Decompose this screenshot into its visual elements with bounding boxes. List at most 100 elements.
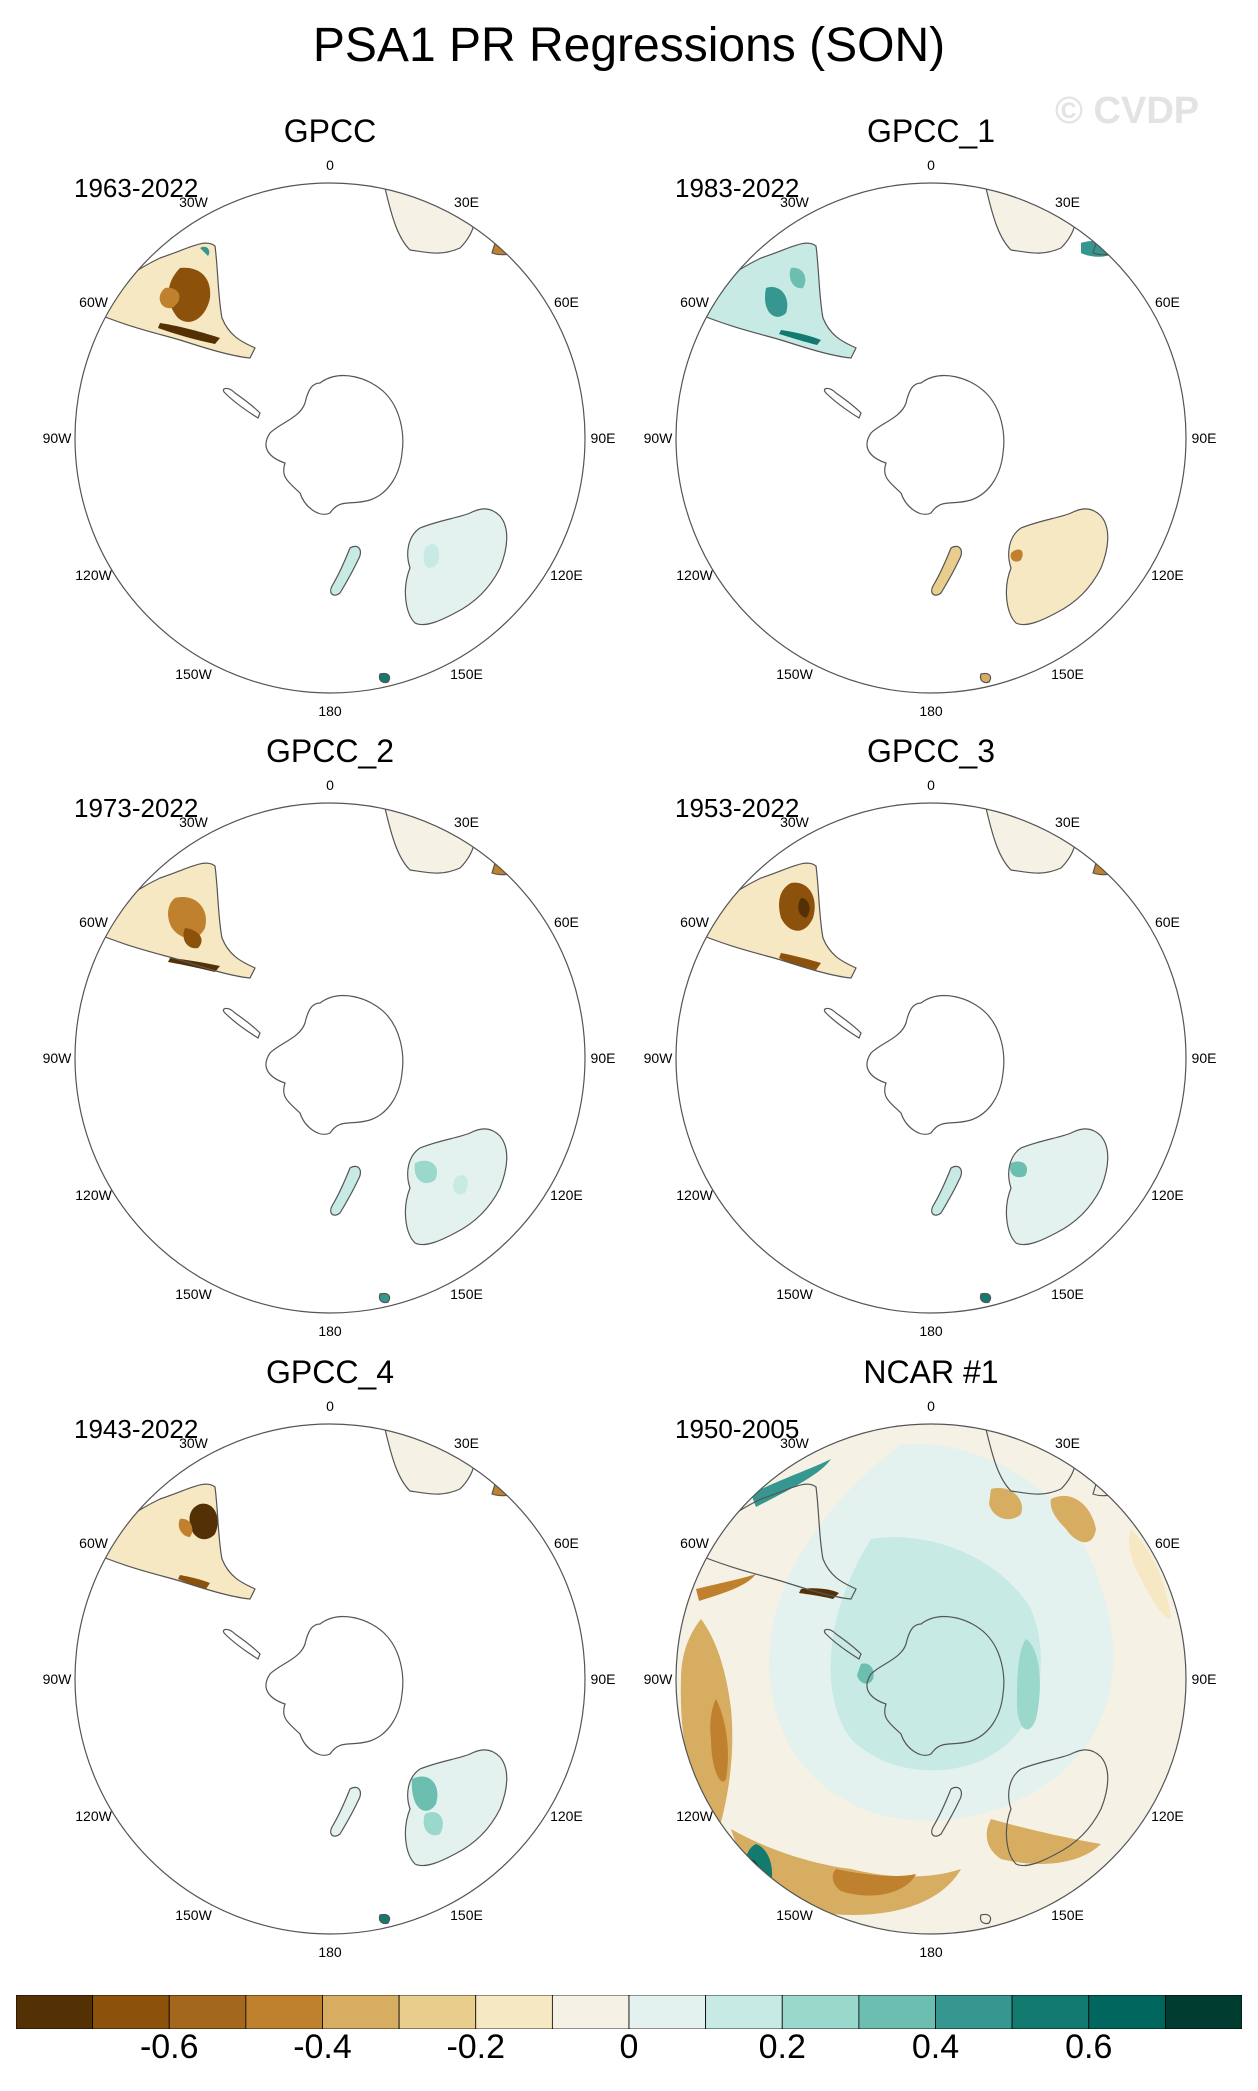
coastline-antarctica <box>265 1615 404 1756</box>
coastline-australia <box>1005 508 1109 626</box>
regression-shading <box>158 323 220 344</box>
longitude-label: 30W <box>179 193 208 210</box>
coastline-newzealand <box>931 1165 963 1216</box>
longitude-label: 60W <box>680 1534 709 1551</box>
regression-shading <box>1010 1161 1028 1178</box>
panel-period: 1983-2022 <box>675 173 800 203</box>
longitude-label: 90E <box>1191 430 1217 446</box>
coastline-australia <box>404 1128 508 1246</box>
longitude-label: 120E <box>1151 1807 1184 1824</box>
longitude-label: 180 <box>318 1323 342 1339</box>
longitude-label: 30W <box>179 813 208 830</box>
longitude-label: 150E <box>1051 666 1084 683</box>
colorbar-swatch <box>628 1995 707 2029</box>
regression-shading <box>168 897 206 939</box>
panel-period: 1943-2022 <box>74 1414 199 1444</box>
longitude-label: 180 <box>318 703 342 719</box>
regression-shading <box>423 1811 443 1836</box>
regression-shading <box>330 546 361 596</box>
coastline-tasmania <box>378 1913 391 1925</box>
colorbar-swatch <box>92 1995 170 2029</box>
panel-title: GPCC_4 <box>265 1354 395 1390</box>
regression-shading <box>492 1481 520 1496</box>
coastline-peninsula <box>823 1628 862 1660</box>
longitude-label: 60E <box>1154 1534 1180 1551</box>
regression-shading <box>492 860 520 875</box>
regression-shading <box>830 1537 1041 1771</box>
longitude-label: 90E <box>590 1671 616 1687</box>
polar-map <box>675 802 1187 1314</box>
longitude-label: 30W <box>780 1434 809 1451</box>
regression-shading <box>1006 508 1108 625</box>
regression-shading <box>423 543 440 568</box>
panel-title: GPCC_2 <box>265 733 395 769</box>
longitude-label: 0 <box>326 777 334 793</box>
coastline-peninsula <box>222 1628 261 1660</box>
longitude-label: 90W <box>643 430 673 446</box>
colorbar-label: 0.2 <box>758 2028 806 2066</box>
longitude-label: 30E <box>454 1434 479 1451</box>
longitude-label: 180 <box>318 1944 342 1960</box>
longitude-label: 30E <box>454 193 479 210</box>
panel-title: GPCC <box>283 113 377 149</box>
regression-shading <box>178 1518 193 1537</box>
panel-title: GPCC_1 <box>866 113 996 149</box>
map-boundary-circle <box>675 802 1187 1314</box>
regression-shading <box>798 898 810 918</box>
longitude-label: 150E <box>450 666 483 683</box>
regression-shading <box>200 246 210 256</box>
longitude-label: 150W <box>776 1286 813 1303</box>
colorbar-swatch <box>1088 1995 1166 2029</box>
colorbar-swatch <box>245 1995 323 2029</box>
regression-shading <box>931 1166 962 1216</box>
regression-shading <box>379 673 390 683</box>
regression-shading <box>405 508 507 625</box>
regression-shading <box>989 1488 1022 1520</box>
regression-shading <box>189 1503 218 1540</box>
regression-shading <box>330 1166 361 1216</box>
regression-shading <box>986 1819 1101 1864</box>
longitude-label: 0 <box>927 157 935 173</box>
colorbar-swatch <box>398 1995 477 2029</box>
longitude-label: 180 <box>919 1944 943 1960</box>
figure-title: PSA1 PR Regressions (SON) <box>312 19 946 72</box>
longitude-label: 60E <box>553 293 579 310</box>
regression-shading <box>453 1175 468 1195</box>
regression-shading <box>183 928 202 949</box>
regression-shading <box>857 1663 874 1684</box>
colorbar-swatch <box>858 1995 936 2029</box>
panel-title: NCAR #1 <box>863 1354 999 1390</box>
longitude-label: 90W <box>643 1671 673 1687</box>
longitude-label: 120W <box>75 566 112 583</box>
regression-shading <box>492 240 520 255</box>
panel-title: GPCC_3 <box>866 733 996 769</box>
longitude-label: 150E <box>450 1286 483 1303</box>
regression-shading <box>88 1484 255 1599</box>
regression-shading <box>159 287 180 309</box>
longitude-label: 120E <box>550 1186 583 1203</box>
colorbar-swatch <box>935 1995 1013 2029</box>
regression-shading <box>710 1699 728 1782</box>
longitude-label: 120E <box>550 566 583 583</box>
longitude-label: 90E <box>1191 1671 1217 1687</box>
coastline-antarctica <box>866 374 1005 515</box>
longitude-label: 0 <box>326 157 334 173</box>
polar-map <box>74 802 586 1314</box>
longitude-label: 150W <box>175 666 212 683</box>
coastline-tasmania <box>378 672 391 684</box>
panel-period: 1973-2022 <box>74 793 199 823</box>
coastline-tasmania <box>979 1292 992 1304</box>
regression-shading <box>696 1574 756 1601</box>
longitude-label: 60E <box>1154 293 1180 310</box>
longitude-label: 30E <box>1055 1434 1080 1451</box>
coastline-tasmania <box>979 1913 992 1925</box>
coastline-newzealand <box>931 1786 963 1837</box>
longitude-label: 120W <box>676 566 713 583</box>
polar-map <box>74 1423 586 1935</box>
regression-shading <box>799 1588 839 1599</box>
colorbar-label: -0.4 <box>293 2028 352 2066</box>
coastline-peninsula <box>823 1007 862 1039</box>
coastline-antarctica <box>866 994 1005 1135</box>
longitude-label: 60W <box>79 1534 108 1551</box>
coastline-antarctica <box>866 1615 1005 1756</box>
